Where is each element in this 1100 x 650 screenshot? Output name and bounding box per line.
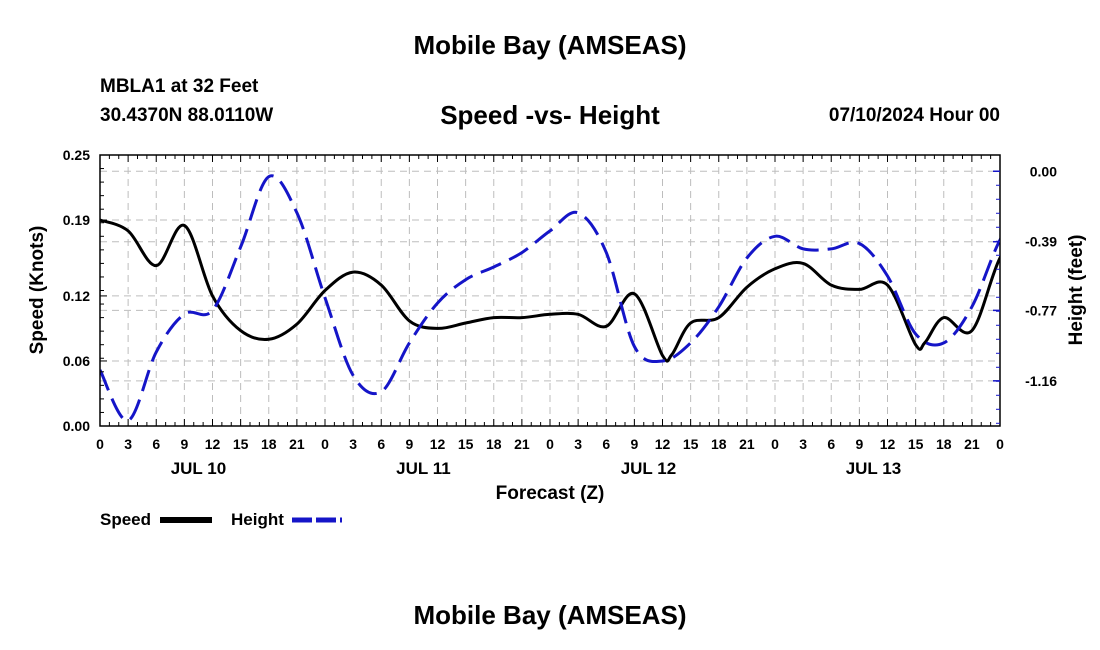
x-tick-label: 12: [430, 436, 446, 452]
y-axis-title-left: Speed (Knots): [27, 226, 48, 355]
x-tick-label: 0: [546, 436, 554, 452]
speed-series-line: [100, 218, 1000, 363]
x-tick-label: 15: [458, 436, 474, 452]
x-tick-label: 6: [827, 436, 835, 452]
series-layer: [100, 174, 1000, 423]
y-tick-label-right: -1.16: [1025, 373, 1057, 389]
x-day-label: JUL 12: [621, 459, 676, 478]
x-tick-label: 6: [377, 436, 385, 452]
x-tick-label: 15: [683, 436, 699, 452]
x-tick-label: 0: [771, 436, 779, 452]
station-coordinates: 30.4370N 88.0110W: [100, 105, 274, 126]
x-day-label: JUL 10: [171, 459, 226, 478]
x-tick-label: 18: [486, 436, 502, 452]
x-tick-label: 3: [349, 436, 357, 452]
x-tick-label: 9: [180, 436, 188, 452]
x-tick-label: 12: [655, 436, 671, 452]
grid-layer: [100, 155, 1000, 426]
legend: Speed Height: [100, 510, 342, 529]
x-tick-label: 9: [855, 436, 863, 452]
x-tick-label: 12: [205, 436, 221, 452]
label-layer: 0.00 0.06 0.12 0.19 0.25 0.00 -0.39 -0.77 -1.16 0…: [27, 147, 1087, 504]
y-tick-label-right: -0.77: [1025, 302, 1057, 318]
x-day-label: JUL 11: [396, 459, 451, 478]
x-tick-label: 6: [602, 436, 610, 452]
chart-main-title: Mobile Bay (AMSEAS): [413, 30, 687, 60]
x-tick-label: 6: [152, 436, 160, 452]
x-day-label: JUL 13: [846, 459, 901, 478]
x-tick-label: 18: [711, 436, 727, 452]
tick-layer: [99, 154, 1001, 427]
chart-subtitle: Speed -vs- Height: [440, 100, 660, 130]
x-tick-label: 3: [124, 436, 132, 452]
y-tick-label-left: 0.19: [63, 212, 90, 228]
y-tick-label-left: 0.00: [63, 418, 90, 434]
x-tick-label: 18: [261, 436, 277, 452]
y-tick-label-right: 0.00: [1030, 163, 1057, 179]
x-tick-label: 12: [880, 436, 896, 452]
x-axis-title: Forecast (Z): [496, 483, 605, 504]
x-tick-label: 9: [405, 436, 413, 452]
height-series-line: [100, 174, 1000, 423]
legend-speed-label: Speed: [100, 510, 151, 529]
x-tick-label: 21: [514, 436, 530, 452]
x-tick-label: 3: [799, 436, 807, 452]
x-tick-label: 9: [630, 436, 638, 452]
x-tick-label: 15: [233, 436, 249, 452]
x-tick-label: 0: [96, 436, 104, 452]
x-tick-label: 0: [321, 436, 329, 452]
x-tick-label: 21: [289, 436, 305, 452]
chart-footer-title: Mobile Bay (AMSEAS): [413, 600, 687, 630]
x-tick-label: 18: [936, 436, 952, 452]
legend-height-label: Height: [231, 510, 284, 529]
y-axis-title-right: Height (feet): [1066, 235, 1087, 346]
x-tick-label: 0: [996, 436, 1004, 452]
x-tick-label: 15: [908, 436, 924, 452]
y-tick-label-right: -0.39: [1025, 234, 1057, 250]
forecast-run-time: 07/10/2024 Hour 00: [828, 105, 1000, 126]
x-tick-label: 21: [964, 436, 980, 452]
x-tick-label: 21: [739, 436, 755, 452]
station-label: MBLA1 at 32 Feet: [100, 76, 259, 97]
y-tick-label-left: 0.12: [63, 288, 90, 304]
x-tick-label: 3: [574, 436, 582, 452]
y-tick-label-left: 0.06: [63, 353, 90, 369]
y-tick-label-left: 0.25: [63, 147, 90, 163]
